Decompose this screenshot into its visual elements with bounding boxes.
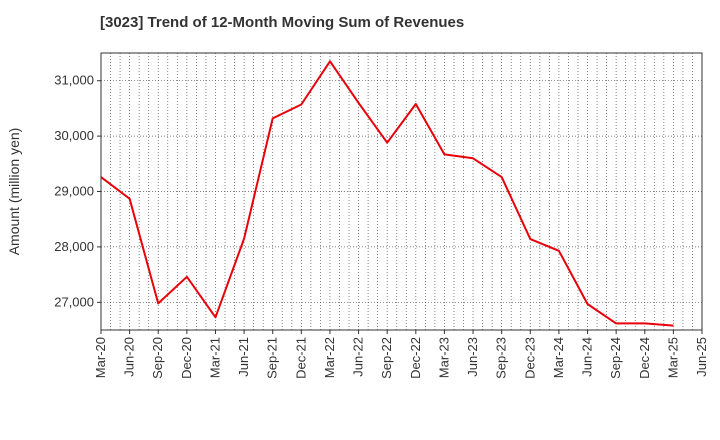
x-tick-label: Sep-23 [494,337,509,379]
data-point [558,250,560,252]
chart-title: [3023] Trend of 12-Month Moving Sum of R… [100,14,465,31]
y-tick-label: 30,000 [54,128,94,143]
y-tick-label: 28,000 [54,239,94,254]
y-tick-label: 27,000 [54,294,94,309]
x-tick-label: Jun-25 [694,337,709,377]
x-tick-label: Mar-24 [551,337,566,378]
data-point [386,142,388,144]
x-tick-label: Mar-22 [322,337,337,378]
data-point [672,325,674,327]
data-point [501,176,503,178]
x-tick-label: Jun-20 [122,337,137,377]
x-tick-label: Mar-20 [93,337,108,378]
data-point [529,238,531,240]
x-tick-label: Dec-24 [637,337,652,379]
data-point [415,103,417,105]
x-tick-label: Sep-22 [379,337,394,379]
data-point [157,302,159,304]
data-point [587,303,589,305]
data-point [243,238,245,240]
x-tick-label: Dec-21 [293,337,308,379]
x-tick-label: Sep-20 [150,337,165,379]
series-line [100,60,674,327]
x-tick-label: Dec-22 [408,337,423,379]
x-tick-label: Dec-20 [179,337,194,379]
x-tick-label: Mar-21 [207,337,222,378]
y-tick-label: 29,000 [54,184,94,199]
x-tick-label: Jun-21 [236,337,251,377]
x-tick-label: Dec-23 [522,337,537,379]
data-point [443,153,445,155]
data-point [358,102,360,104]
data-point [129,198,131,200]
x-tick-label: Sep-21 [265,337,280,379]
data-point [329,60,331,62]
data-point [300,104,302,106]
data-point [214,316,216,318]
x-tick-label: Sep-24 [608,337,623,379]
x-tick-label: Mar-25 [665,337,680,378]
data-point [644,322,646,324]
y-tick-label: 31,000 [54,73,94,88]
axes-layer: 27,000 28,000 29,000 30,000 31,000 Mar-20 Jun-… [6,52,709,379]
x-tick-label: Jun-22 [351,337,366,377]
series-layer [100,60,674,327]
x-tick-label: Jun-24 [580,337,595,377]
data-point [615,322,617,324]
x-tick-label: Jun-23 [465,337,480,377]
data-point [272,117,274,119]
y-axis-label: Amount (million yen) [6,128,22,256]
x-tick-label: Mar-23 [436,337,451,378]
data-point [472,157,474,159]
data-point [186,276,188,278]
grid-layer [101,53,702,330]
